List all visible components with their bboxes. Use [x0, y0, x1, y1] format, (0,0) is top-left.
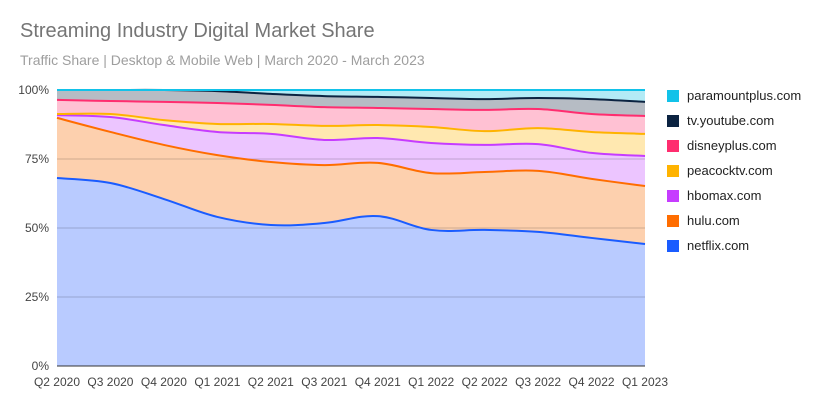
- legend-item: netflix.com: [667, 233, 801, 258]
- y-tick-label: 50%: [25, 221, 49, 235]
- legend-item: peacocktv.com: [667, 158, 801, 183]
- legend-label: disneyplus.com: [687, 138, 777, 153]
- line-disneyplus.com: [56, 98, 646, 117]
- legend-item: hbomax.com: [667, 183, 801, 208]
- legend-label: hbomax.com: [687, 188, 762, 203]
- chart-title: Streaming Industry Digital Market Share: [20, 20, 375, 42]
- legend-label: paramountplus.com: [687, 88, 802, 103]
- y-tick-label: 75%: [25, 152, 49, 166]
- legend-item: paramountplus.com: [667, 83, 801, 108]
- y-tick-label: 25%: [25, 290, 49, 304]
- line-hulu.com: [56, 116, 646, 188]
- x-tick-label: Q2 2020: [34, 375, 80, 389]
- legend-label: tv.youtube.com: [687, 113, 775, 128]
- legend-swatch: [667, 164, 679, 177]
- x-tick-label: Q3 2020: [87, 375, 133, 389]
- x-tick-label: Q4 2021: [355, 375, 401, 389]
- legend-item: tv.youtube.com: [667, 108, 801, 133]
- x-tick-label: Q3 2022: [515, 375, 561, 389]
- legend-swatch: [667, 114, 679, 127]
- legend-item: hulu.com: [667, 208, 801, 233]
- x-tick-label: Q3 2021: [301, 375, 347, 389]
- y-tick-label: 100%: [18, 83, 49, 97]
- legend: paramountplus.com tv.youtube.com disneyplu…: [667, 83, 801, 258]
- legend-label: hulu.com: [687, 213, 740, 228]
- area-netflix.com: [57, 178, 645, 366]
- x-tick-label: Q4 2020: [141, 375, 187, 389]
- x-tick-label: Q1 2021: [194, 375, 240, 389]
- legend-swatch: [667, 89, 679, 102]
- legend-swatch: [667, 139, 679, 152]
- x-tick-label: Q2 2022: [462, 375, 508, 389]
- line-peacocktv.com: [56, 112, 646, 135]
- line-hbomax.com: [56, 114, 646, 157]
- line-netflix.com: [56, 177, 646, 246]
- x-tick-label: Q2 2021: [248, 375, 294, 389]
- legend-item: disneyplus.com: [667, 133, 801, 158]
- legend-swatch: [667, 189, 679, 202]
- legend-label: peacocktv.com: [687, 163, 773, 178]
- chart-subtitle: Traffic Share | Desktop & Mobile Web | M…: [20, 52, 425, 68]
- legend-label: netflix.com: [687, 238, 750, 253]
- legend-swatch: [667, 239, 679, 252]
- y-tick-label: 0%: [32, 359, 50, 373]
- legend-swatch: [667, 214, 679, 227]
- x-tick-label: Q4 2022: [569, 375, 615, 389]
- x-tick-label: Q1 2023: [622, 375, 668, 389]
- x-tick-label: Q1 2022: [408, 375, 454, 389]
